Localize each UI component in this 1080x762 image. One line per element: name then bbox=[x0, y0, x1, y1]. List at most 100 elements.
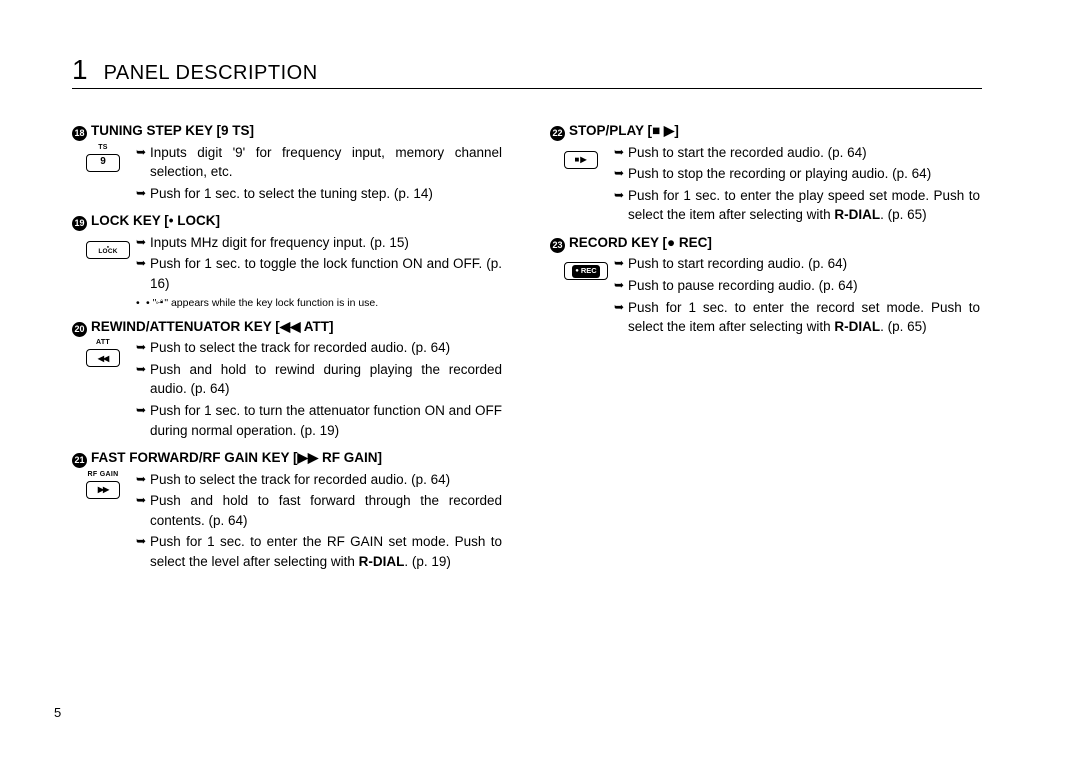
bullet-item: ➥Push to select the track for recorded a… bbox=[136, 470, 502, 490]
bullet-item: ➥Push to select the track for recorded a… bbox=[136, 338, 502, 358]
bullet-text: Push to select the track for recorded au… bbox=[150, 338, 502, 358]
bullet-item: ➥Push to stop the recording or playing a… bbox=[614, 164, 980, 184]
bullet-text: Inputs MHz digit for frequency input. (p… bbox=[150, 233, 502, 253]
bullet-arrow-icon: ➥ bbox=[136, 254, 150, 293]
bullet-text: Push to stop the recording or playing au… bbox=[628, 164, 980, 184]
chapter-title: PANEL DESCRIPTION bbox=[104, 62, 318, 85]
bullet-arrow-icon: ➥ bbox=[136, 401, 150, 440]
bullet-text: Push for 1 sec. to enter the RF GAIN set… bbox=[150, 532, 502, 571]
key-box: 9 bbox=[86, 154, 120, 172]
bullet-arrow-icon: ➥ bbox=[614, 276, 628, 296]
enumeration-badge: 22 bbox=[550, 126, 565, 141]
enumeration-badge: 23 bbox=[550, 238, 565, 253]
description-entry: 21FAST FORWARD/RF GAIN KEY [▶▶ RF GAIN]R… bbox=[72, 448, 502, 573]
bullet-arrow-icon: ➥ bbox=[614, 186, 628, 225]
bullet-text: Push to start the recorded audio. (p. 64… bbox=[628, 143, 980, 163]
bullet-text: Push for 1 sec. to turn the attenuator f… bbox=[150, 401, 502, 440]
key-box: ●LOCK bbox=[86, 241, 130, 259]
keylock-indicator-icon bbox=[156, 297, 164, 309]
bullet-arrow-icon: ➥ bbox=[614, 254, 628, 274]
bullet-list: ➥Inputs digit '9' for frequency input, m… bbox=[136, 143, 502, 206]
bullet-list: ➥Push to start the recorded audio. (p. 6… bbox=[614, 143, 980, 227]
chapter-number: 1 bbox=[72, 54, 88, 86]
enumeration-badge: 20 bbox=[72, 322, 87, 337]
bullet-arrow-icon: ➥ bbox=[614, 143, 628, 163]
bullet-text: Push for 1 sec. to toggle the lock funct… bbox=[150, 254, 502, 293]
page-number: 5 bbox=[54, 705, 61, 720]
bullet-item: ➥Push for 1 sec. to enter the RF GAIN se… bbox=[136, 532, 502, 571]
manual-page: 1 PANEL DESCRIPTION 18 TUNING STEP KEY [9… bbox=[0, 0, 1080, 762]
bullet-text: Push and hold to rewind during playing t… bbox=[150, 360, 502, 399]
entry-title: STOP/PLAY [■ ▶] bbox=[569, 121, 679, 141]
description-entry: 19 LOCK KEY [• LOCK] ●LOCK ➥Inputs MHz digi… bbox=[72, 211, 502, 310]
entry-heading: 21 FAST FORWARD/RF GAIN KEY [▶▶ RF GAIN] bbox=[72, 448, 502, 468]
bullet-item: ➥Push and hold to fast forward through t… bbox=[136, 491, 502, 530]
bullet-arrow-icon: ➥ bbox=[614, 164, 628, 184]
bullet-item: ➥Inputs MHz digit for frequency input. (… bbox=[136, 233, 502, 253]
entry-title: FAST FORWARD/RF GAIN KEY [▶▶ RF GAIN] bbox=[91, 448, 382, 468]
key-box: ■▶ bbox=[564, 151, 598, 169]
key-box: ▶▶ bbox=[86, 481, 120, 499]
entry-heading: 20 REWIND/ATTENUATOR KEY [◀◀ ATT] bbox=[72, 317, 502, 337]
key-top-label: TS bbox=[86, 143, 120, 153]
bullet-item: ➥Push for 1 sec. to turn the attenuator … bbox=[136, 401, 502, 440]
bullet-list: ➥Inputs MHz digit for frequency input. (… bbox=[136, 233, 502, 311]
enumeration-badge: 18 bbox=[72, 126, 87, 141]
bullet-text: Push for 1 sec. to enter the record set … bbox=[628, 298, 980, 337]
entry-title: LOCK KEY [• LOCK] bbox=[91, 211, 220, 231]
bullet-arrow-icon: ➥ bbox=[136, 470, 150, 490]
sub-note: •• "" appears while the key lock functio… bbox=[136, 296, 502, 311]
key-icon: ●REC bbox=[550, 254, 606, 338]
bullet-item: ➥Push to start the recorded audio. (p. 6… bbox=[614, 143, 980, 163]
entry-title: RECORD KEY [● REC] bbox=[569, 233, 712, 253]
bullet-arrow-icon: ➥ bbox=[136, 184, 150, 204]
description-entry: 18TUNING STEP KEY [9 TS]TS9➥Inputs digit… bbox=[72, 121, 502, 205]
left-column: 18TUNING STEP KEY [9 TS]TS9➥Inputs digit… bbox=[72, 121, 502, 579]
key-icon: ●LOCK bbox=[72, 233, 128, 311]
content-columns: 18TUNING STEP KEY [9 TS]TS9➥Inputs digit… bbox=[72, 121, 982, 579]
bullet-text: Push to select the track for recorded au… bbox=[150, 470, 502, 490]
entry-title: TUNING STEP KEY [9 TS] bbox=[91, 121, 254, 141]
description-entry: 23RECORD KEY [● REC]●REC➥Push to start r… bbox=[550, 233, 980, 339]
bullet-text: Push to start recording audio. (p. 64) bbox=[628, 254, 980, 274]
bullet-list: ➥Push to select the track for recorded a… bbox=[136, 470, 502, 574]
bullet-item: ➥Push for 1 sec. to enter the play speed… bbox=[614, 186, 980, 225]
bullet-list: ➥Push to start recording audio. (p. 64)➥… bbox=[614, 254, 980, 338]
right-column: 22STOP/PLAY [■ ▶]■▶➥Push to start the re… bbox=[550, 121, 980, 579]
bullet-text: Push to pause recording audio. (p. 64) bbox=[628, 276, 980, 296]
bullet-item: ➥Push for 1 sec. to select the tuning st… bbox=[136, 184, 502, 204]
bullet-item: ➥Push and hold to rewind during playing … bbox=[136, 360, 502, 399]
bullet-text: Inputs digit '9' for frequency input, me… bbox=[150, 143, 502, 182]
bullet-arrow-icon: ➥ bbox=[614, 298, 628, 337]
bullet-text: Push and hold to fast forward through th… bbox=[150, 491, 502, 530]
chapter-heading: 1 PANEL DESCRIPTION bbox=[72, 54, 982, 89]
bullet-arrow-icon: ➥ bbox=[136, 233, 150, 253]
entry-heading: 23 RECORD KEY [● REC] bbox=[550, 233, 980, 253]
key-icon: ■▶ bbox=[550, 143, 606, 227]
enumeration-badge: 19 bbox=[72, 216, 87, 231]
entry-heading: 19 LOCK KEY [• LOCK] bbox=[72, 211, 502, 231]
entry-title: REWIND/ATTENUATOR KEY [◀◀ ATT] bbox=[91, 317, 334, 337]
key-box: ◀◀ bbox=[86, 349, 120, 367]
key-box: ●REC bbox=[564, 262, 608, 280]
bullet-arrow-icon: ➥ bbox=[136, 491, 150, 530]
bullet-item: ➥Inputs digit '9' for frequency input, m… bbox=[136, 143, 502, 182]
bullet-arrow-icon: ➥ bbox=[136, 338, 150, 358]
key-top-label: ATT bbox=[86, 338, 120, 348]
bullet-text: Push for 1 sec. to select the tuning ste… bbox=[150, 184, 502, 204]
description-entry: 22STOP/PLAY [■ ▶]■▶➥Push to start the re… bbox=[550, 121, 980, 227]
bullet-arrow-icon: ➥ bbox=[136, 143, 150, 182]
bullet-arrow-icon: ➥ bbox=[136, 360, 150, 399]
description-entry: 20REWIND/ATTENUATOR KEY [◀◀ ATT]ATT◀◀➥Pu… bbox=[72, 317, 502, 442]
entry-heading: 22 STOP/PLAY [■ ▶] bbox=[550, 121, 980, 141]
entry-heading: 18 TUNING STEP KEY [9 TS] bbox=[72, 121, 502, 141]
enumeration-badge: 21 bbox=[72, 453, 87, 468]
key-top-label: RF GAIN bbox=[86, 470, 120, 480]
key-icon: ATT◀◀ bbox=[72, 338, 128, 442]
key-icon: RF GAIN▶▶ bbox=[72, 470, 128, 574]
bullet-item: ➥Push to start recording audio. (p. 64) bbox=[614, 254, 980, 274]
bullet-text: Push for 1 sec. to enter the play speed … bbox=[628, 186, 980, 225]
bullet-item: ➥Push for 1 sec. to enter the record set… bbox=[614, 298, 980, 337]
bullet-arrow-icon: ➥ bbox=[136, 532, 150, 571]
key-icon: TS9 bbox=[72, 143, 128, 206]
